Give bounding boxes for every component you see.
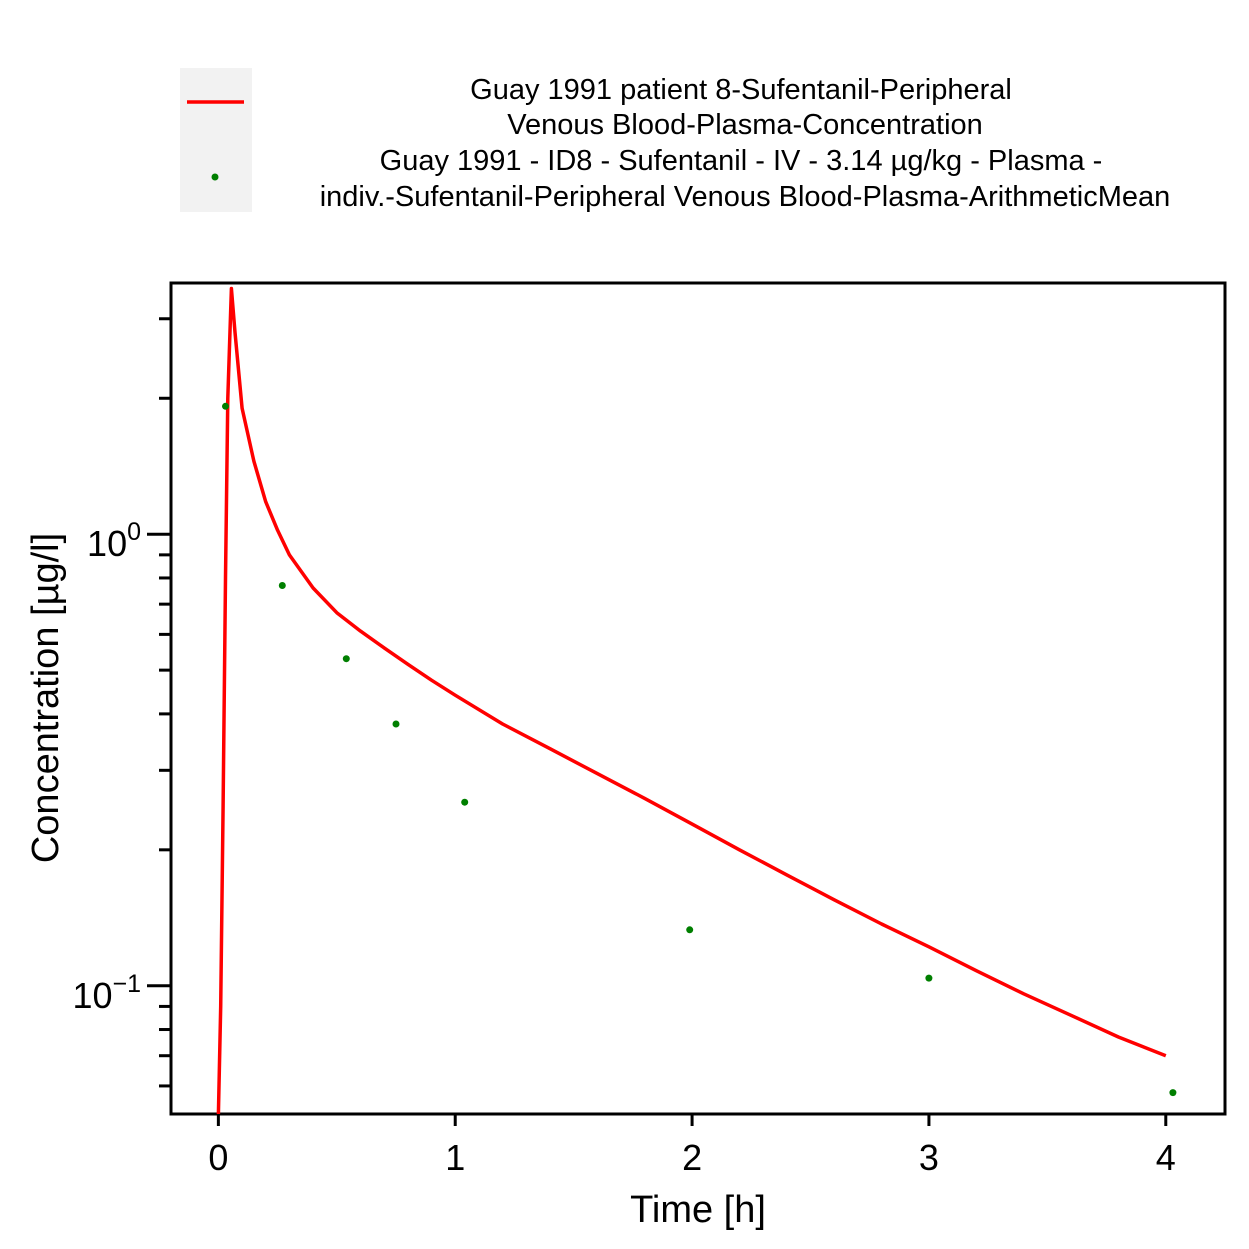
observed-data-point — [461, 798, 469, 806]
x-tick-label: 2 — [682, 1137, 702, 1178]
observed-data-point — [1169, 1089, 1177, 1097]
observed-data-point — [686, 926, 694, 934]
simulation-line — [216, 286, 1167, 1115]
y-tick-label-base: 10 — [72, 975, 112, 1016]
observed-data-point — [342, 655, 350, 663]
observed-data-point — [925, 974, 933, 982]
observed-data-point — [278, 582, 286, 589]
y-axis-title: Concentration [µg/l] — [25, 533, 67, 863]
y-tick-label-exponent: −1 — [112, 970, 141, 998]
legend-label-observed-line2: indiv.-Sufentanil-Peripheral Venous Bloo… — [320, 181, 1171, 213]
legend-label-observed-line1: Guay 1991 - ID8 - Sufentanil - IV - 3.14… — [380, 145, 1103, 177]
legend: Guay 1991 patient 8-Sufentanil-Periphera… — [180, 68, 1170, 213]
y-tick-label-exponent: 0 — [127, 518, 141, 546]
panel-border — [169, 281, 1227, 1116]
y-tick-label: 100 — [87, 518, 141, 564]
x-axis-title: Time [h] — [630, 1189, 766, 1231]
observed-data-point — [222, 402, 229, 410]
x-axis: 0 1 2 3 4 — [208, 1114, 1176, 1178]
y-tick-label-base: 10 — [87, 523, 127, 564]
x-tick-label: 3 — [919, 1137, 939, 1178]
series-layer — [216, 286, 1177, 1115]
legend-key-observed-point — [211, 173, 219, 181]
x-tick-label: 0 — [208, 1137, 228, 1178]
x-tick-label: 4 — [1156, 1137, 1176, 1178]
legend-label-simulation-line1: Guay 1991 patient 8-Sufentanil-Periphera… — [470, 74, 1012, 106]
x-tick-label: 1 — [445, 1137, 465, 1178]
plot-area — [169, 281, 1227, 1116]
legend-key-background — [180, 68, 252, 212]
observed-data-point — [392, 720, 400, 728]
y-tick-label: 10−1 — [72, 970, 141, 1016]
legend-label-simulation-line2: Venous Blood-Plasma-Concentration — [507, 109, 983, 141]
